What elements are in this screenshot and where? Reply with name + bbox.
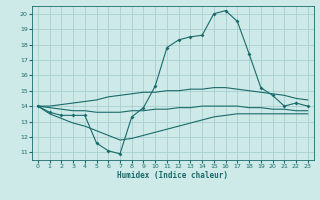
X-axis label: Humidex (Indice chaleur): Humidex (Indice chaleur) (117, 171, 228, 180)
